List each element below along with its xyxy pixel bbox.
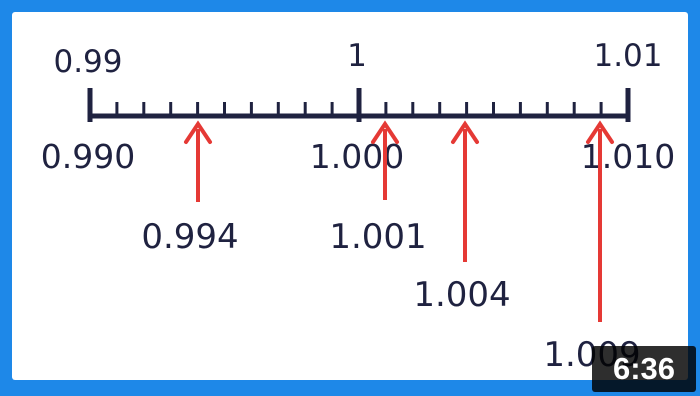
number-line-ticks [87,88,631,122]
marker-label-1001: 1.001 [329,217,426,257]
marker-label-1004: 1.004 [413,275,510,315]
top-label-middle: 1 [347,38,367,74]
arrow-0994 [184,120,212,202]
top-label-start: 0.99 [53,44,122,80]
bottom-label-middle: 1.000 [310,137,404,176]
arrow-1001 [371,120,399,200]
marker-label-0994: 0.994 [141,217,238,257]
arrow-1009 [586,120,614,322]
whiteboard-panel [12,12,688,380]
top-label-end: 1.01 [593,38,662,74]
arrow-1004 [451,120,479,262]
video-duration-badge: 6:36 [592,346,696,392]
bottom-label-start: 0.990 [41,137,135,176]
bottom-label-end: 1.010 [581,137,675,176]
